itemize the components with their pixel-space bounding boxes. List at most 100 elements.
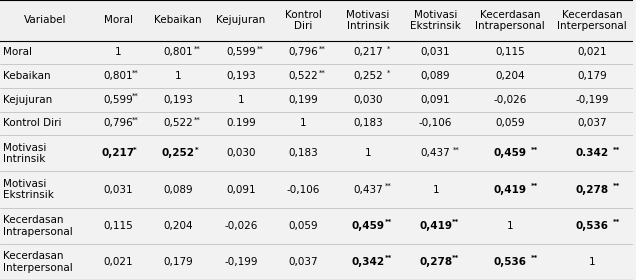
Text: Kebaikan: Kebaikan (3, 71, 51, 81)
Text: 0,031: 0,031 (104, 185, 134, 195)
Text: Motivasi
Intrinsik: Motivasi Intrinsik (346, 10, 390, 31)
Text: Motivasi
Intrinsik: Motivasi Intrinsik (3, 143, 46, 164)
Text: **: ** (530, 147, 538, 153)
Text: Kecerdasan
Interpersonal: Kecerdasan Interpersonal (3, 251, 73, 273)
Text: 1: 1 (432, 185, 439, 195)
Text: -0,106: -0,106 (419, 118, 452, 129)
Text: 0,179: 0,179 (577, 71, 607, 81)
Text: **: ** (452, 219, 460, 225)
Text: *: * (387, 46, 390, 52)
Text: **: ** (132, 93, 139, 99)
Text: 0,193: 0,193 (226, 71, 256, 81)
Text: Kejujuran: Kejujuran (3, 95, 52, 105)
Text: 0,199: 0,199 (288, 95, 318, 105)
Text: 0,059: 0,059 (495, 118, 525, 129)
Text: 1: 1 (174, 71, 181, 81)
Text: Kontrol
Diri: Kontrol Diri (285, 10, 322, 31)
Text: **: ** (452, 255, 460, 261)
Text: **: ** (319, 69, 325, 75)
Text: 0,217: 0,217 (102, 148, 135, 158)
Text: -0,026: -0,026 (494, 95, 527, 105)
Text: **: ** (193, 46, 200, 52)
Text: 0,522: 0,522 (163, 118, 193, 129)
Text: **: ** (385, 219, 392, 225)
Text: *: * (195, 147, 198, 153)
Text: **: ** (132, 117, 139, 123)
Text: 0,252: 0,252 (353, 71, 383, 81)
Text: 0,021: 0,021 (577, 47, 607, 57)
Text: 0,183: 0,183 (353, 118, 383, 129)
Text: Moral: Moral (3, 47, 32, 57)
Text: 0.199: 0.199 (226, 118, 256, 129)
Text: 0,193: 0,193 (163, 95, 193, 105)
Text: **: ** (132, 69, 139, 75)
Text: *: * (134, 147, 137, 153)
Text: 0,179: 0,179 (163, 257, 193, 267)
Text: *: * (387, 69, 390, 75)
Text: 0,599: 0,599 (226, 47, 256, 57)
Text: Kecerdasan
Intrapersonal: Kecerdasan Intrapersonal (475, 10, 545, 31)
Text: 0,437: 0,437 (421, 148, 450, 158)
Text: Kejujuran: Kejujuran (216, 15, 266, 25)
Text: Moral: Moral (104, 15, 133, 25)
Text: 0,204: 0,204 (495, 71, 525, 81)
Text: **: ** (256, 46, 263, 52)
Text: **: ** (385, 255, 392, 261)
Text: 0,031: 0,031 (421, 47, 450, 57)
Text: **: ** (613, 147, 621, 153)
Text: 0,419: 0,419 (494, 185, 527, 195)
Text: 0,801: 0,801 (163, 47, 193, 57)
Text: 0,030: 0,030 (353, 95, 383, 105)
Text: 0,522: 0,522 (288, 71, 318, 81)
Text: 0,252: 0,252 (162, 148, 195, 158)
Text: 0,183: 0,183 (288, 148, 318, 158)
Text: **: ** (530, 255, 538, 261)
Text: 0,278: 0,278 (576, 185, 609, 195)
Text: 1: 1 (507, 221, 513, 231)
Text: 0,599: 0,599 (104, 95, 134, 105)
Text: 0,091: 0,091 (226, 185, 256, 195)
Text: 0,037: 0,037 (289, 257, 318, 267)
Text: 0,796: 0,796 (288, 47, 318, 57)
Text: 0,437: 0,437 (353, 185, 383, 195)
Text: 0,419: 0,419 (419, 221, 452, 231)
Text: 0,089: 0,089 (421, 71, 450, 81)
Text: 0,459: 0,459 (352, 221, 384, 231)
Text: **: ** (319, 46, 325, 52)
Text: 0,037: 0,037 (577, 118, 607, 129)
Text: -0,026: -0,026 (225, 221, 258, 231)
Text: 1: 1 (588, 257, 595, 267)
Text: 0,796: 0,796 (104, 118, 134, 129)
Text: 1: 1 (238, 95, 244, 105)
Text: 0,089: 0,089 (163, 185, 193, 195)
Text: 0,115: 0,115 (104, 221, 134, 231)
Text: -0,106: -0,106 (287, 185, 320, 195)
Text: **: ** (613, 219, 621, 225)
Text: 0.342: 0.342 (576, 148, 609, 158)
Text: 1: 1 (364, 148, 371, 158)
Text: **: ** (530, 183, 538, 189)
Text: 0,342: 0,342 (351, 257, 385, 267)
Text: Kebaikan: Kebaikan (154, 15, 202, 25)
Text: -0,199: -0,199 (224, 257, 258, 267)
Text: **: ** (613, 183, 621, 189)
Text: Variabel: Variabel (24, 15, 67, 25)
Text: Motivasi
Ekstrinsik: Motivasi Ekstrinsik (3, 179, 54, 200)
Text: 1: 1 (300, 118, 307, 129)
Text: 0,115: 0,115 (495, 47, 525, 57)
Text: Motivasi
Ekstrinsik: Motivasi Ekstrinsik (410, 10, 461, 31)
Text: 0,801: 0,801 (104, 71, 134, 81)
Text: 1: 1 (115, 47, 122, 57)
Bar (0, 0, 633, 41)
Text: 0,459: 0,459 (494, 148, 527, 158)
Text: 0,536: 0,536 (576, 221, 609, 231)
Text: 0,204: 0,204 (163, 221, 193, 231)
Text: **: ** (193, 117, 200, 123)
Text: **: ** (453, 147, 459, 153)
Text: 0,021: 0,021 (104, 257, 134, 267)
Text: 0,278: 0,278 (419, 257, 452, 267)
Text: 0,217: 0,217 (353, 47, 383, 57)
Text: **: ** (385, 183, 392, 189)
Text: 0,059: 0,059 (289, 221, 318, 231)
Text: Kontrol Diri: Kontrol Diri (3, 118, 62, 129)
